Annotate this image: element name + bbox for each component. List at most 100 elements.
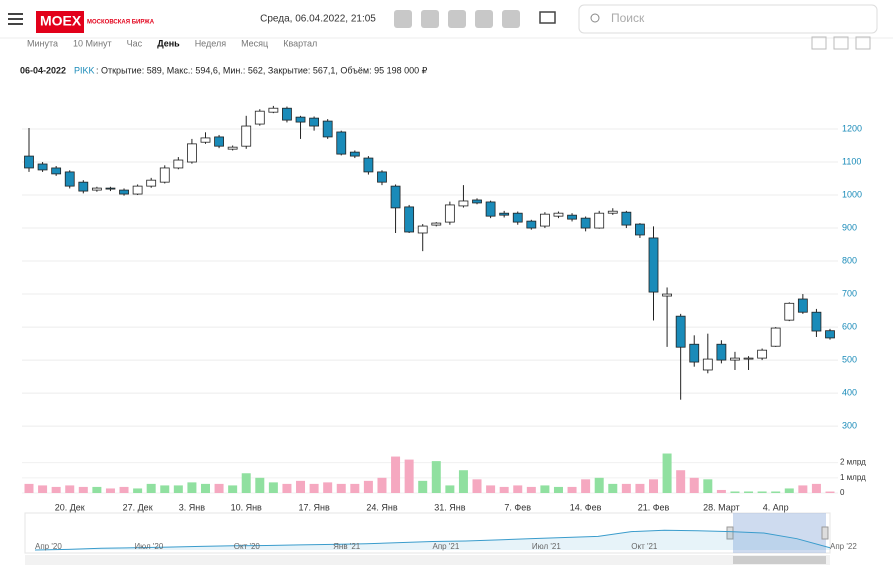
tab[interactable]: День: [157, 38, 180, 48]
info-ticker: PIKK: [74, 65, 95, 75]
menu-icon[interactable]: [8, 13, 23, 25]
volume-bar: [160, 485, 170, 493]
datetime: Среда, 06.04.2022, 21:05: [260, 14, 376, 25]
candle-body: [417, 225, 428, 234]
tab[interactable]: 10 Минут: [73, 38, 112, 48]
volume-bar: [499, 486, 509, 493]
tab[interactable]: Минута: [27, 38, 58, 48]
candle-body: [91, 187, 102, 191]
x-tick-label: 17. Янв: [298, 502, 329, 512]
candle-body: [716, 343, 727, 361]
nav-label: Окт '21: [631, 542, 658, 551]
logo-box[interactable]: [36, 11, 84, 33]
y-tick-label: 600: [842, 321, 857, 331]
navigator-line: [34, 529, 831, 551]
search-box[interactable]: [578, 4, 878, 34]
volume-bar: [472, 479, 482, 493]
candle-body: [214, 136, 224, 147]
candle-body: [146, 179, 157, 187]
candle-body: [64, 171, 75, 187]
volume-bar: [526, 486, 536, 493]
y-tick-label: 700: [842, 288, 857, 298]
candle-body: [322, 120, 333, 138]
candle-body: [78, 181, 89, 192]
social-icons[interactable]: [394, 10, 520, 28]
nav-label: Июл '21: [532, 542, 561, 551]
y-tick-label: 900: [842, 222, 857, 232]
candle-body: [594, 212, 605, 229]
volume-bar: [187, 482, 197, 493]
chart-type-icons[interactable]: [811, 36, 871, 50]
volume-bar: [757, 491, 767, 493]
candle-body: [404, 206, 415, 233]
volume-bar: [662, 453, 672, 493]
volume-bar: [38, 485, 48, 493]
tab[interactable]: Квартал: [283, 38, 317, 48]
candle-body: [675, 315, 686, 348]
volume-bar: [200, 483, 210, 493]
x-tick-label: 24. Янв: [366, 502, 397, 512]
volume-bar: [594, 477, 604, 493]
tab[interactable]: Месяц: [241, 38, 268, 48]
candle-body: [662, 293, 672, 297]
volume-bar: [173, 485, 183, 493]
volume-bar: [309, 483, 319, 493]
candle-body: [309, 117, 320, 127]
volume-bar: [146, 483, 156, 493]
volume-bar: [784, 488, 794, 493]
search-placeholder: Поиск: [611, 11, 645, 25]
volume-bar: [391, 456, 401, 493]
volume-bar: [744, 491, 754, 493]
candle-body: [159, 167, 170, 183]
volume-bar: [458, 470, 468, 493]
y-tick-label: 1 млрд: [840, 473, 866, 482]
candle-body: [499, 212, 510, 216]
candle-body: [770, 327, 781, 347]
tab[interactable]: Неделя: [195, 38, 227, 48]
navigator-frame: [24, 512, 831, 554]
volume-bar: [486, 485, 496, 493]
volume-bar: [581, 479, 591, 493]
y-tick-label: 0: [840, 488, 845, 497]
candle-body: [621, 211, 632, 226]
scrollbar[interactable]: [25, 555, 830, 565]
tabs: Минута 10 Минут Час День Неделя Месяц Квартал: [27, 38, 317, 48]
candle-body: [227, 146, 238, 150]
candle-body: [825, 330, 835, 339]
mail-icon[interactable]: [539, 11, 556, 24]
candle-body: [200, 137, 211, 143]
candle-body: [485, 201, 496, 217]
nav-label: Апр '20: [35, 542, 62, 551]
x-tick-label: 21. Фев: [638, 502, 670, 512]
x-tick-label: 7. Фев: [504, 502, 531, 512]
volume-bar: [513, 485, 523, 493]
volume-bar: [404, 459, 414, 493]
tab[interactable]: Час: [127, 38, 143, 48]
y-tick-label: 1200: [842, 123, 862, 133]
volume-bar: [798, 485, 808, 493]
candle-body: [797, 298, 808, 313]
candle-body: [336, 131, 347, 155]
candle-body: [132, 185, 143, 195]
navigator-selection[interactable]: [733, 513, 826, 553]
nav-handle[interactable]: [726, 526, 734, 540]
nav-label: Апр '21: [433, 542, 460, 551]
area: [35, 530, 830, 550]
volume-bar: [92, 486, 102, 493]
candle-body: [526, 220, 537, 229]
volume-bar: [540, 485, 550, 493]
volume-bar: [336, 483, 346, 493]
nav-label: Июл '20: [134, 542, 163, 551]
candle-body: [431, 222, 442, 226]
scrollbar-thumb[interactable]: [733, 556, 826, 564]
volume-bar: [105, 488, 115, 493]
candle-body: [512, 212, 523, 223]
volume-bar: [363, 480, 373, 493]
nav-handle[interactable]: [821, 526, 829, 540]
info-date: 06-04-2022: [20, 65, 66, 75]
volume-bar: [771, 491, 781, 493]
volume-bar: [635, 483, 645, 493]
volume-bar: [649, 479, 659, 493]
volume-bar: [282, 483, 292, 493]
